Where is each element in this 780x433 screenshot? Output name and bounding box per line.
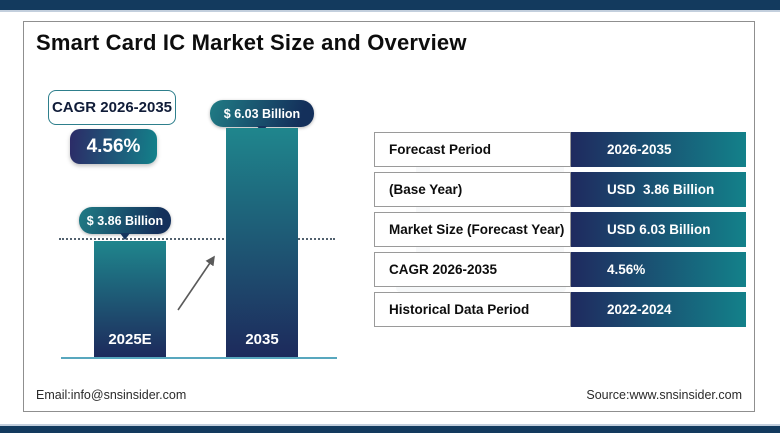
table-row: Forecast Period 2026-2035 [374,132,746,167]
bar-value-pill-2025: $ 3.86 Billion [79,207,171,234]
bar-value-pill-2035: $ 6.03 Billion [210,100,314,127]
table-row: CAGR 2026-2035 4.56% [374,252,746,287]
chart-baseline [61,357,337,359]
reference-dotted-line [59,238,335,240]
table-row-label: Forecast Period [374,132,571,167]
table-row-label: (Base Year) [374,172,571,207]
table-row: Historical Data Period 2022-2024 [374,292,746,327]
growth-arrow-icon [177,255,215,311]
table-row-label: CAGR 2026-2035 [374,252,571,287]
table-row-label: Historical Data Period [374,292,571,327]
cagr-value-badge: 4.56% [70,129,157,164]
footer-source: Source:www.snsinsider.com [586,388,742,402]
table-row-value: 4.56% [571,252,746,287]
table-row-value: USD 6.03 Billion [571,212,746,247]
table-row-label: Market Size (Forecast Year) [374,212,571,247]
bar-2035: 2035 [226,128,298,357]
table-row: (Base Year) USD 3.86 Billion [374,172,746,207]
bar-category-label-2035: 2035 [245,331,279,348]
bar-category-label-2025e: 2025E [108,331,152,348]
bottom-band-accent [0,424,780,426]
table-row: Market Size (Forecast Year) USD 6.03 Bil… [374,212,746,247]
table-row-value: USD 3.86 Billion [571,172,746,207]
infographic-frame: Smart Card IC Market Size and Overview C… [23,21,755,412]
fact-table: Forecast Period 2026-2035 (Base Year) US… [374,132,746,327]
bottom-band [0,426,780,433]
footer-email: Email:info@snsinsider.com [36,388,187,402]
table-row-value: 2022-2024 [571,292,746,327]
table-row-value: 2026-2035 [571,132,746,167]
page-title: Smart Card IC Market Size and Overview [36,30,467,55]
bar-2025e: 2025E [94,241,166,357]
top-band [0,0,780,10]
top-band-accent [0,10,780,12]
cagr-period-box: CAGR 2026-2035 [48,90,176,125]
